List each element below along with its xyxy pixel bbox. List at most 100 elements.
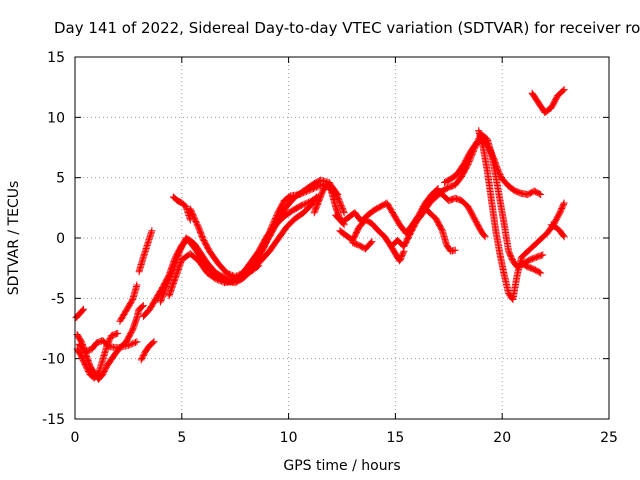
data-point-trace xyxy=(556,227,567,240)
data-point-trace xyxy=(165,275,179,300)
data-point-trace xyxy=(441,176,454,186)
series-arc-22 xyxy=(475,127,568,303)
data-point xyxy=(133,338,141,346)
data-point-trace xyxy=(509,273,521,303)
data-point-trace xyxy=(124,338,139,349)
data-point-trace xyxy=(135,303,146,313)
data-point-trace xyxy=(206,265,221,280)
data-point-trace xyxy=(477,227,488,240)
data-point-trace xyxy=(99,363,110,378)
data-point-trace xyxy=(255,243,268,261)
data-point-trace xyxy=(451,174,465,189)
data-point-trace xyxy=(432,215,446,233)
data-point-trace xyxy=(537,230,550,243)
data-point xyxy=(150,338,158,346)
data-point-trace xyxy=(453,162,467,178)
data-point-trace xyxy=(163,267,177,289)
data-point-trace xyxy=(492,227,504,257)
data-point-trace xyxy=(289,202,304,214)
data-point-trace xyxy=(199,235,213,254)
data-point-trace xyxy=(470,215,484,233)
data-point-trace xyxy=(146,339,157,349)
data-point-trace xyxy=(458,162,471,180)
series-arc-5 xyxy=(116,281,141,325)
data-point-trace xyxy=(438,184,451,195)
data-point-trace xyxy=(72,311,82,322)
data-point-trace xyxy=(458,197,471,210)
data-point-trace xyxy=(195,257,211,276)
data-point-trace xyxy=(370,203,383,214)
data-point-trace xyxy=(139,242,151,261)
data-point-trace xyxy=(532,251,545,261)
series-arc-24 xyxy=(528,86,568,116)
data-point-trace xyxy=(295,188,310,199)
data-point-trace xyxy=(447,247,458,255)
data-point-trace xyxy=(206,247,221,266)
data-point-trace xyxy=(186,250,202,264)
data-point-trace xyxy=(336,227,349,239)
x-tick-label: 0 xyxy=(71,430,80,446)
data-point-trace xyxy=(488,197,500,233)
y-tick-label: -15 xyxy=(42,412,65,428)
data-point-trace xyxy=(274,224,290,243)
data-point-trace xyxy=(505,182,518,194)
data-point xyxy=(148,227,156,235)
data-point-trace xyxy=(195,224,207,242)
data-point-trace xyxy=(498,175,512,189)
data-point-trace xyxy=(554,87,567,100)
data-point-trace xyxy=(139,306,153,320)
data-point-trace xyxy=(530,187,543,198)
series-arc-16 xyxy=(336,130,547,271)
y-tick-label: 15 xyxy=(47,50,65,66)
data-point-trace xyxy=(432,187,445,198)
data-point-trace xyxy=(485,145,497,161)
series-arc-19 xyxy=(419,203,459,255)
data-point-trace xyxy=(530,236,544,249)
data-point-trace xyxy=(144,228,155,248)
data-point-trace xyxy=(280,193,294,205)
data-point-trace xyxy=(304,184,319,195)
data-point xyxy=(539,251,547,259)
data-point-trace xyxy=(268,210,281,231)
data-point-trace xyxy=(443,241,454,254)
data-point-trace xyxy=(421,192,435,207)
data-point-trace xyxy=(426,209,439,222)
y-axis-label: SDTVAR / TECUs xyxy=(6,181,22,296)
data-point-trace xyxy=(387,242,399,256)
data-point-trace xyxy=(368,220,381,234)
data-point-trace xyxy=(447,171,460,183)
data-point-trace xyxy=(129,283,140,303)
data-point-trace xyxy=(494,166,505,181)
data-point-trace xyxy=(169,249,183,273)
series-arc-11 xyxy=(169,193,194,224)
data-point-trace xyxy=(73,331,85,345)
data-point-trace xyxy=(240,260,255,277)
series-arc-2 xyxy=(72,305,88,322)
data-point-trace xyxy=(191,215,202,231)
x-axis-label: GPS time / hours xyxy=(283,458,400,474)
data-point xyxy=(451,246,459,254)
x-tick-label: 5 xyxy=(177,430,186,446)
data-point-trace xyxy=(99,337,112,350)
data-point-trace xyxy=(389,210,403,227)
data-point-trace xyxy=(552,223,563,234)
data-point-trace xyxy=(464,203,478,221)
data-point-trace xyxy=(122,327,136,346)
data-point-trace xyxy=(178,199,189,210)
data-point-trace xyxy=(374,227,388,240)
series-arc-4 xyxy=(75,337,141,355)
tick-labels: 0 5 10 15 20 25 -15 -10 -5 0 5 10 15 xyxy=(42,50,618,446)
data-point-trace xyxy=(547,93,561,112)
series-arc-20 xyxy=(432,187,489,241)
data-point-trace xyxy=(438,227,450,248)
data-point-trace xyxy=(142,343,153,355)
x-tick-label: 20 xyxy=(493,430,511,446)
data-point-trace xyxy=(528,89,542,106)
data-point-trace xyxy=(338,214,351,226)
data-point-trace xyxy=(90,370,102,382)
data-point-trace xyxy=(203,269,219,282)
x-tick-label: 25 xyxy=(600,430,618,446)
data-point xyxy=(340,209,348,217)
y-tick-label: -10 xyxy=(42,352,65,368)
